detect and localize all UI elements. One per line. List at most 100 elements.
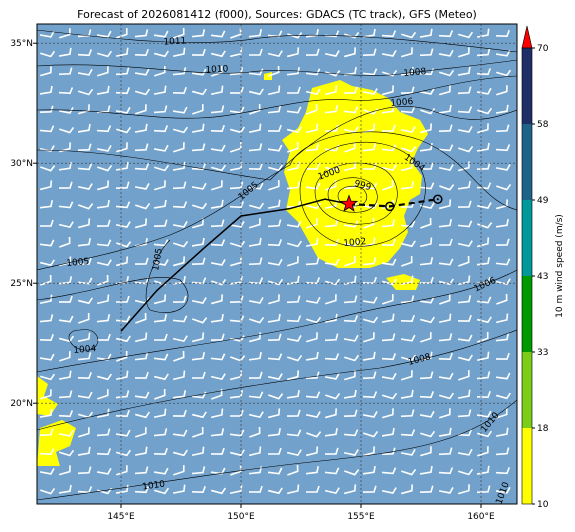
wind-barb (40, 373, 56, 381)
wind-barb (229, 181, 244, 190)
wind-barb (96, 373, 112, 381)
wind-barb (439, 184, 455, 191)
wind-barb (457, 66, 471, 76)
wind-barb (438, 372, 454, 380)
wind-barb (153, 259, 169, 266)
wind-barb (191, 68, 207, 76)
wind-barb (324, 447, 339, 455)
wind-barb (476, 142, 490, 152)
wind-barb (96, 353, 112, 361)
wind-barb (191, 143, 206, 152)
wind-barb (249, 426, 261, 438)
wind-barb (77, 143, 92, 152)
wind-barb (268, 393, 284, 400)
wind-barb (172, 335, 188, 343)
wind-barb (39, 200, 54, 209)
wind-barb (153, 467, 169, 475)
wind-barb (154, 389, 166, 400)
wind-barb (210, 199, 224, 209)
contours (37, 29, 517, 501)
wind-barb (286, 106, 302, 114)
wind-barb (286, 389, 300, 399)
wind-barb (343, 315, 359, 323)
wind-barb (305, 143, 320, 152)
forecast-dot (388, 205, 391, 208)
title: Forecast of 2026081412 (f000), Sources: … (77, 8, 477, 21)
wind-area (386, 274, 420, 290)
wind-barb (211, 388, 223, 400)
forecast-point (433, 194, 443, 204)
wind-barb (153, 428, 168, 437)
wind-barb (438, 487, 454, 494)
wind-barb (363, 162, 377, 170)
contour (37, 29, 517, 53)
wind-barb (210, 85, 224, 96)
wind-barb (458, 31, 474, 39)
wind-barb (172, 484, 186, 494)
wind-barb (153, 219, 168, 228)
wind-barb (96, 333, 111, 341)
wind-barb (457, 314, 472, 322)
current-position (339, 194, 359, 212)
wind-barb (153, 85, 167, 95)
wind-barb (153, 105, 168, 114)
colorbar-tick-label: 10 (537, 500, 549, 510)
wind-barb (267, 428, 282, 437)
wind-barb (191, 163, 207, 171)
wind-barb (438, 313, 452, 324)
wind-barb (211, 180, 223, 191)
grid (37, 24, 517, 504)
wind-barb (134, 486, 150, 494)
wind-barb (78, 203, 94, 210)
wind-barb (458, 468, 474, 476)
colorbar-segment (522, 276, 532, 352)
wind-barb (477, 446, 489, 457)
wind-barb (39, 30, 55, 38)
wind-barb (153, 125, 169, 133)
wind-barb (362, 182, 378, 190)
wind-barb (381, 333, 396, 342)
wind-barb (192, 427, 204, 438)
wind-barb (153, 294, 167, 305)
wind-barb (192, 104, 204, 115)
wind-barb (324, 219, 339, 228)
wind-barb (173, 350, 185, 362)
wind-barb (457, 389, 471, 399)
wind-barb (39, 239, 55, 247)
wind-barb (58, 410, 74, 418)
wind-barb (77, 446, 91, 456)
wind-barb (381, 124, 396, 132)
wind-barb (495, 333, 510, 342)
wind-barb (134, 48, 149, 56)
wind-barb (362, 143, 377, 152)
wind-barb (362, 465, 376, 475)
wind-barb (324, 333, 339, 342)
wind-barb (363, 316, 379, 324)
wind-barb (287, 142, 299, 153)
wind-barb (363, 430, 379, 438)
wind-barb (401, 256, 413, 267)
wind-barb (59, 351, 71, 362)
wind-barb (59, 28, 71, 39)
wind-barb (476, 410, 492, 418)
wind-barb (115, 409, 130, 417)
wind-barb (96, 428, 111, 437)
wind-barb (496, 293, 508, 305)
wind-barb (40, 165, 56, 172)
wind-barb (96, 239, 112, 247)
wind-barb (476, 182, 492, 190)
wind-barb (58, 484, 72, 494)
wind-barb (495, 392, 511, 400)
wind-barb (400, 389, 414, 399)
wind-barb (381, 372, 397, 380)
wind-barb (419, 257, 434, 266)
wind-barb (154, 180, 166, 191)
wind-barb (96, 408, 110, 418)
wind-barb (59, 236, 71, 248)
wind-barb (58, 221, 74, 229)
x-tick-label: 155°E (347, 512, 375, 522)
wind-barb (419, 391, 435, 399)
wind-barb (210, 447, 225, 455)
wind-barb (135, 104, 147, 115)
wind-barb (77, 332, 91, 343)
